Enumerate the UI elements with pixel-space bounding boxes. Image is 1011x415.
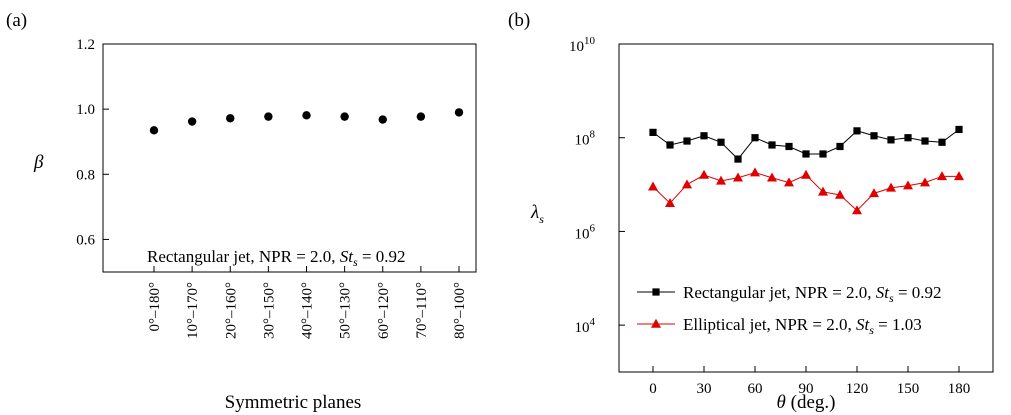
panel-b-x-tick-label: 30 (697, 381, 712, 397)
legend-rectangular-marker (652, 288, 660, 296)
panel-a-y-tick-label: 1.2 (76, 37, 95, 53)
panel-b-series-elliptical-point (665, 198, 675, 208)
panel-a-plot-frame (102, 43, 477, 273)
panel-b-x-axis-label: θ (deg.) (777, 392, 836, 413)
panel-b-series-elliptical-point (716, 175, 726, 185)
panel-b-y-axis-label: λs (530, 202, 544, 226)
panel-a-y-tick-label: 0.8 (76, 167, 95, 183)
panel-b-series-rectangular-point (870, 132, 878, 140)
panel-b-series-elliptical-point (886, 182, 896, 192)
panel-a-data-point (187, 117, 197, 126)
panel-b-y-tick-label: 1010 (569, 35, 596, 55)
panel-b-series-rectangular-point (717, 138, 725, 146)
panel-b-series-elliptical-point (903, 180, 913, 190)
panel-b-x-tick-label: 180 (948, 381, 971, 397)
panel-a-data-point (226, 114, 235, 123)
panel-a-data-point (149, 126, 159, 135)
panel-a-data-point (378, 115, 387, 124)
panel-b-series-elliptical-point (852, 205, 862, 215)
panel-a-x-axis-label: Symmetric planes (225, 392, 362, 413)
panel-b-series-rectangular-point (904, 134, 912, 142)
panel-b-series-elliptical-point (784, 177, 794, 187)
panel-a-annotation: Rectangular jet, NPR = 2.0, Sts = 0.92 (147, 247, 406, 269)
panel-a-data-point (340, 112, 349, 121)
panel-a-chart: 0.6 0.8 1.0 1.2 0°–180° 10°–170° 20°–160° 30°–… (33, 37, 477, 413)
panel-b-series-rectangular-point (666, 141, 674, 149)
panel-b-series-rectangular-point (734, 155, 742, 163)
panel-b-series-elliptical-point (869, 188, 879, 198)
panel-b-x-tick-label: 90 (799, 381, 814, 397)
panel-a-y-tick-label: 1.0 (76, 102, 95, 118)
panel-b-series-elliptical-point (835, 189, 845, 199)
legend-elliptical-marker (651, 318, 661, 328)
panel-a-data-point (264, 112, 273, 121)
legend-elliptical-label: Elliptical jet, NPR = 2.0, Sts = 1.03 (683, 315, 922, 337)
panel-b-series-elliptical-point (733, 172, 743, 182)
panel-b-series-rectangular-point (887, 136, 895, 144)
panel-a-x-tick-label: 20°–160° (223, 282, 239, 339)
panel-b-series-elliptical-point (767, 172, 777, 182)
panel-a-x-tick-label: 60°–120° (376, 282, 392, 339)
panel-a-y-axis-label: β (33, 152, 44, 173)
panel-b-series-elliptical-point (699, 169, 709, 179)
panel-b-series-rectangular-point (921, 137, 929, 145)
panel-b-series-rectangular-point (819, 150, 827, 158)
panel-b-series-elliptical-point (818, 186, 828, 196)
panel-b-y-tick-label: 106 (575, 222, 596, 242)
panel-a-x-tick-label: 0°–180° (147, 282, 163, 332)
panel-b-series-rectangular-point (836, 142, 844, 151)
panel-b-x-tick-label: 0 (649, 381, 657, 397)
panel-b-series-rectangular-point (700, 132, 708, 140)
panel-a-x-tick-label: 30°–150° (261, 282, 277, 339)
panel-b-label: (b) (508, 10, 530, 31)
panel-b-series-rectangular-point (751, 134, 759, 142)
panel-a-data-point (454, 108, 464, 117)
panel-b-series-elliptical-point (648, 181, 658, 191)
panel-b-series-elliptical-point (954, 171, 964, 181)
panel-b-series-elliptical-point (937, 171, 947, 181)
panel-b-series-rectangular-point (768, 141, 776, 149)
panel-a-data-point (416, 112, 426, 121)
panel-b-x-tick-label: 120 (846, 381, 869, 397)
panel-b-series-rectangular-point (785, 142, 793, 151)
panel-b-series-rectangular-point (955, 125, 963, 134)
panel-a-x-tick-label: 70°–110° (414, 282, 430, 338)
panel-b-series-rectangular-point (802, 150, 810, 158)
panel-b-x-tick-label: 150 (897, 381, 920, 397)
panel-b-series-elliptical-point (920, 177, 930, 187)
panel-b-series-rectangular-point (683, 137, 691, 145)
panel-a-x-tick-label: 10°–170° (185, 282, 201, 339)
panel-b-chart: 104 106 108 1010 0 30 60 90 120 150 180 λs θ (deg… (530, 35, 994, 413)
panel-b-series-elliptical-point (801, 169, 811, 179)
panel-a-x-tick-label: 50°–130° (338, 282, 354, 339)
panel-a-y-tick-label: 0.6 (76, 232, 95, 248)
panel-a-x-tick-label: 80°–100° (452, 282, 468, 339)
panel-b-legend: Rectangular jet, NPR = 2.0, Sts = 0.92 El… (637, 283, 942, 337)
panel-a-label: (a) (6, 10, 27, 31)
panel-b-series-rectangular-point (649, 128, 657, 136)
legend-rectangular-label: Rectangular jet, NPR = 2.0, Sts = 0.92 (683, 283, 942, 305)
panel-b-y-tick-label: 104 (575, 316, 596, 336)
panel-b-series-rectangular-point (938, 138, 946, 146)
panel-b-series-elliptical-point (682, 179, 692, 189)
panel-b-x-tick-label: 60 (748, 381, 763, 397)
panel-a-x-tick-label: 40°–140° (300, 282, 316, 339)
panel-a-data-point (302, 111, 311, 120)
panel-b-y-tick-label: 108 (575, 129, 596, 149)
panel-b-series-rectangular-point (853, 127, 861, 135)
panel-b-series-elliptical-point (750, 167, 760, 177)
